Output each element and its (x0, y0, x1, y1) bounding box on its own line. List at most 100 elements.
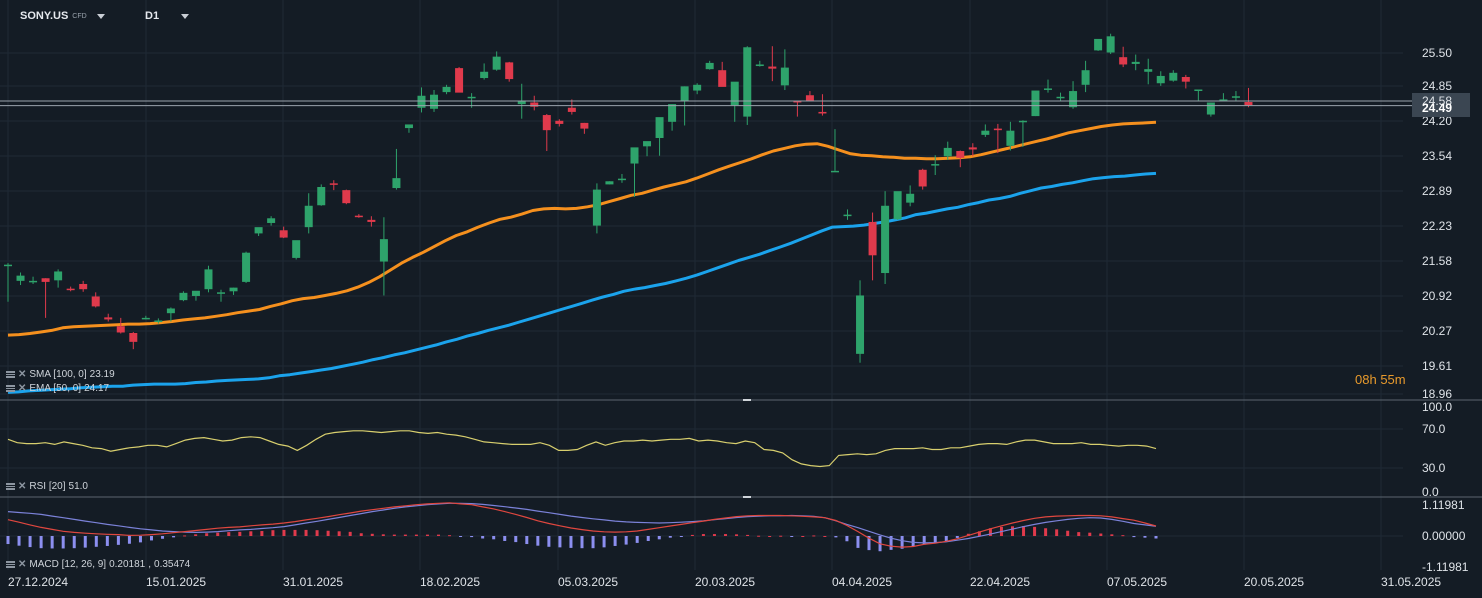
ema-legend[interactable]: ✕ EMA [50, 0] 24.17 (6, 383, 109, 394)
macd-histogram-bar (1055, 529, 1059, 536)
candle-body (317, 187, 326, 206)
candle-body (179, 292, 188, 301)
candle-body (567, 107, 576, 112)
pane-resize-handle (743, 399, 751, 401)
candle-body (480, 71, 489, 79)
rsi-legend[interactable]: ✕ RSI [20] 51.0 (6, 481, 88, 492)
countdown-h: h (1369, 372, 1377, 387)
candle-body (580, 122, 589, 129)
price-axis-label: 25.50 (1422, 46, 1452, 60)
symbol-selector[interactable]: SONY.US CFD (20, 10, 105, 22)
candle-body (229, 287, 238, 292)
macd-signal-line (7, 502, 1157, 544)
macd-histogram-bar (249, 531, 253, 536)
close-icon[interactable]: ✕ (18, 481, 27, 492)
ema-line-layer (7, 120, 1157, 337)
symbol-name: SONY.US (20, 10, 69, 22)
candle-body (743, 47, 752, 117)
candle-body (1106, 36, 1115, 53)
macd-histogram-bar (205, 533, 209, 536)
candle-body (868, 221, 877, 256)
close-icon[interactable]: ✕ (18, 559, 27, 570)
candle-body (856, 295, 865, 354)
time-axis-label: 20.05.2025 (1244, 575, 1304, 589)
macd-histogram-bar (547, 536, 551, 547)
ema-line (7, 120, 1157, 337)
candle-body (66, 288, 75, 291)
symbol-type: CFD (72, 12, 87, 20)
candle-body (830, 170, 839, 173)
macd-histogram-bar (1099, 533, 1103, 536)
candle-body (367, 219, 376, 222)
macd-histogram-bar (801, 536, 805, 537)
macd-histogram-bar (701, 534, 705, 536)
candle-body (1206, 102, 1215, 115)
timeframe-selector[interactable]: D1 (145, 10, 190, 22)
candle-body (392, 178, 401, 189)
pane-resize-handle (743, 496, 751, 498)
macd-histogram-bar (348, 531, 352, 536)
macd-histogram-bar (525, 536, 529, 545)
candle-body (4, 264, 12, 267)
macd-histogram-bar (61, 536, 65, 549)
price-axis-label: 18.96 (1422, 387, 1452, 401)
candle-body (1069, 91, 1078, 108)
candle-body (292, 240, 301, 258)
candle-body (342, 190, 351, 204)
candle-body (1081, 70, 1090, 85)
candle-body (141, 317, 150, 320)
rsi-axis-label: 70.0 (1422, 422, 1446, 436)
time-axis-label: 04.04.2025 (832, 575, 892, 589)
macd-histogram-bar (591, 536, 595, 549)
candle-body (780, 67, 789, 86)
macd-histogram-bar (746, 534, 750, 536)
settings-lines-icon[interactable] (6, 371, 15, 378)
ema-legend-value: 24.17 (84, 383, 110, 394)
price-axis-label: 24.85 (1422, 79, 1452, 93)
candle-body (217, 292, 226, 294)
candle-body (41, 278, 50, 282)
candle-body (956, 151, 965, 158)
rsi-legend-value: 51.0 (68, 481, 88, 492)
candle-body (893, 191, 902, 220)
candle-body (116, 326, 125, 333)
macd-histogram-bar (1011, 526, 1014, 536)
macd-legend-signal: 0.35474 (154, 559, 191, 570)
macd-legend-label: MACD [12, 26, 9] (29, 559, 107, 570)
candle-body (718, 70, 727, 87)
macd-histogram-bar (1033, 526, 1037, 536)
macd-histogram-bar (161, 536, 165, 539)
settings-lines-icon[interactable] (6, 561, 15, 568)
candle-body (29, 280, 38, 283)
sma-legend[interactable]: ✕ SMA [100, 0] 23.19 (6, 369, 115, 380)
settings-lines-icon[interactable] (6, 483, 15, 490)
macd-histogram-bar (227, 532, 231, 536)
macd-histogram-bar (1121, 535, 1125, 537)
candle-body (517, 101, 526, 105)
price-axis-label: 23.54 (1422, 149, 1452, 163)
candle-body (1169, 72, 1178, 81)
close-icon[interactable]: ✕ (18, 383, 27, 394)
candle-body (279, 230, 288, 238)
macd-histogram-bar (304, 529, 308, 536)
macd-histogram-bar (889, 536, 893, 550)
rsi-line (7, 430, 1157, 468)
macd-histogram-bar (757, 535, 761, 537)
candle-body (1194, 89, 1203, 91)
candle-body (430, 94, 439, 109)
close-icon[interactable]: ✕ (18, 369, 27, 380)
macd-legend[interactable]: ✕ MACD [12, 26, 9] 0.20181, 0.35474 (6, 559, 190, 570)
countdown-m: m (1394, 372, 1406, 387)
macd-legend-value: 0.20181 (109, 559, 146, 570)
candle-body (605, 181, 614, 185)
macd-histogram-bar (83, 536, 87, 548)
macd-histogram-bar (724, 534, 727, 536)
macd-histogram-bar (194, 534, 198, 536)
macd-histogram-bar (514, 536, 518, 543)
price-axis-label: 24.20 (1422, 114, 1452, 128)
candle-body (906, 193, 915, 203)
macd-histogram-bar (172, 536, 176, 538)
settings-lines-icon[interactable] (6, 385, 15, 392)
